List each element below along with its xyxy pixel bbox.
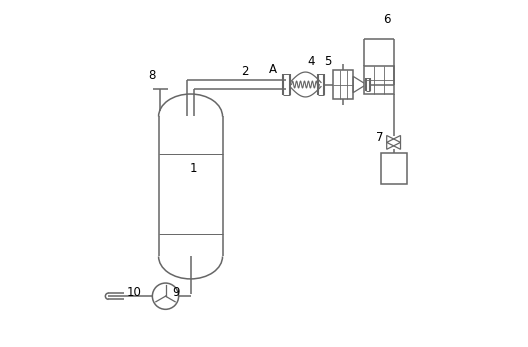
Text: 4: 4 <box>307 55 314 68</box>
Text: 2: 2 <box>241 65 249 78</box>
Text: 10: 10 <box>127 286 142 299</box>
Text: A: A <box>269 63 277 76</box>
Text: 7: 7 <box>376 131 383 144</box>
Circle shape <box>153 283 178 309</box>
Bar <box>381 153 407 184</box>
Bar <box>333 70 353 99</box>
Text: 5: 5 <box>324 55 332 68</box>
Text: 6: 6 <box>383 13 390 26</box>
Bar <box>364 66 393 94</box>
Text: 9: 9 <box>172 286 180 299</box>
Text: 8: 8 <box>148 68 155 82</box>
Text: 1: 1 <box>190 162 197 175</box>
